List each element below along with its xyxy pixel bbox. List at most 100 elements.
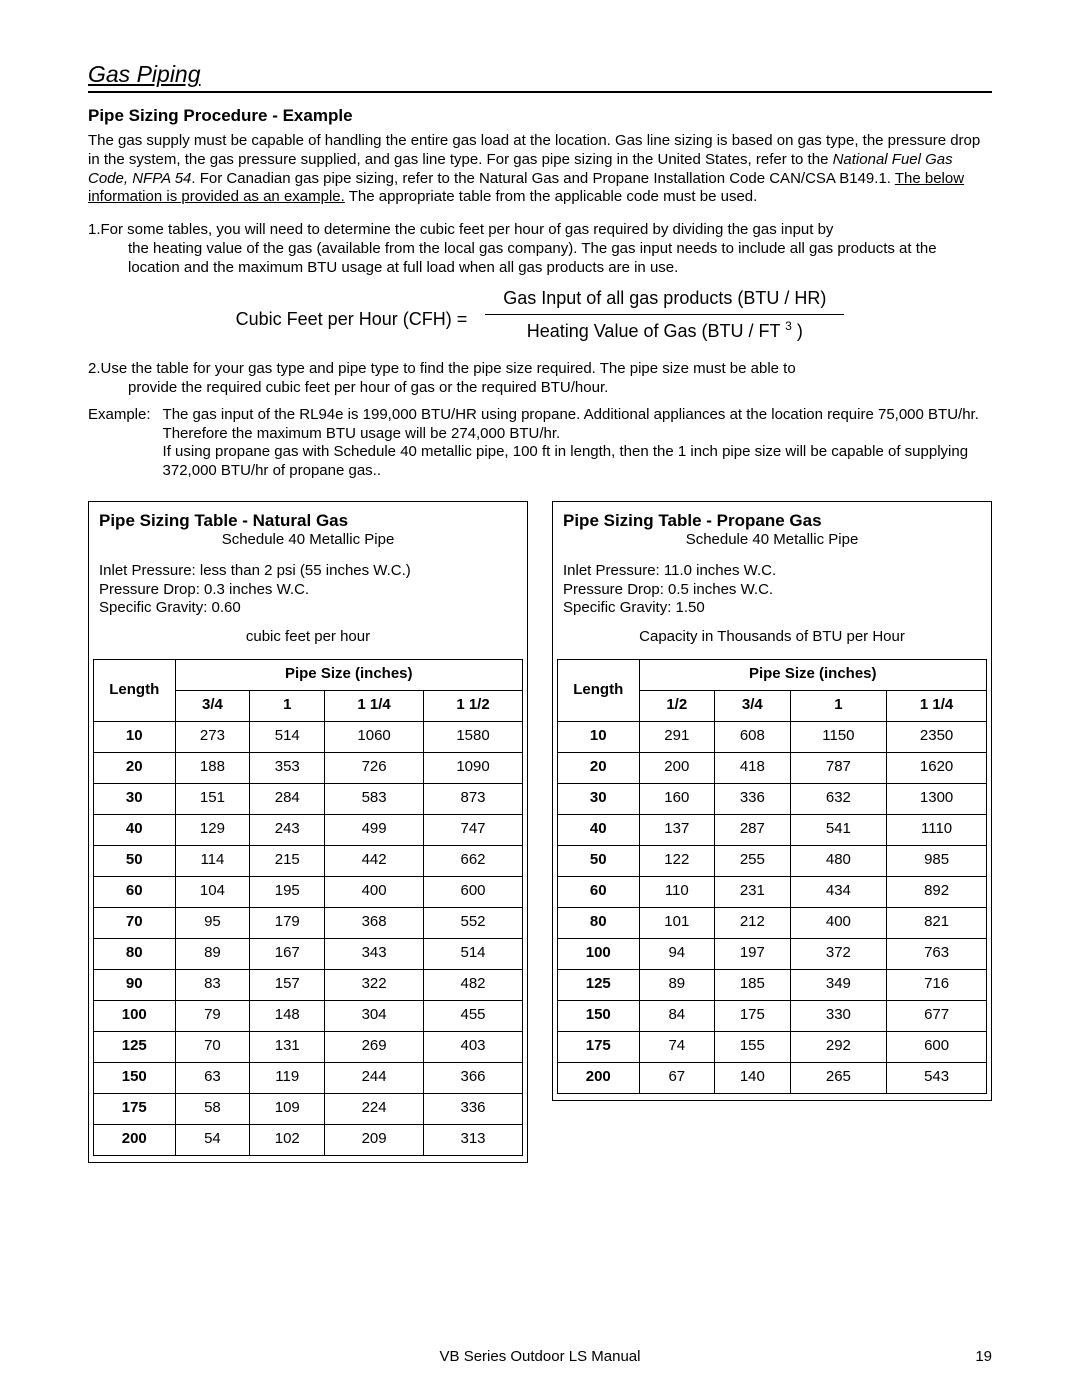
table-cell-length: 30 — [94, 783, 176, 814]
table-cell-length: 175 — [558, 1031, 640, 1062]
table-cell: 499 — [325, 814, 424, 845]
intro-paragraph: The gas supply must be capable of handli… — [88, 132, 992, 207]
table-cell: 514 — [424, 938, 523, 969]
table-header-pipesize: Pipe Size (inches) — [175, 659, 523, 690]
table-cell: 244 — [325, 1062, 424, 1093]
table-cell: 265 — [790, 1062, 887, 1093]
table-cell: 400 — [790, 907, 887, 938]
table-meta: Inlet Pressure: 11.0 inches W.C. Pressur… — [563, 562, 987, 618]
formula-denom-sup: 3 — [785, 319, 792, 333]
table-cell: 95 — [175, 907, 250, 938]
table-row: 9083157322482 — [94, 969, 523, 1000]
table-row: 1029160811502350 — [558, 721, 987, 752]
table-cell: 600 — [887, 1031, 987, 1062]
table-cell: 119 — [250, 1062, 325, 1093]
table-cell: 102 — [250, 1124, 325, 1155]
table-row: 12589185349716 — [558, 969, 987, 1000]
table-title: Pipe Sizing Table - Propane Gas — [563, 510, 987, 531]
table-cell: 209 — [325, 1124, 424, 1155]
example-text: The gas input of the RL94e is 199,000 BT… — [163, 406, 992, 481]
table-cell: 313 — [424, 1124, 523, 1155]
formula-numerator: Gas Input of all gas products (BTU / HR) — [485, 287, 844, 314]
table-cell: 179 — [250, 907, 325, 938]
table-cell: 157 — [250, 969, 325, 1000]
table-header-col: 1 1/4 — [325, 690, 424, 721]
table-cell: 985 — [887, 845, 987, 876]
example-line: The gas input of the RL94e is 199,000 BT… — [163, 406, 979, 442]
table-cell: 195 — [250, 876, 325, 907]
pipe-table-ng: LengthPipe Size (inches)3/411 1/41 1/210… — [93, 659, 523, 1156]
table-cell-length: 125 — [94, 1031, 176, 1062]
table-row: 201883537261090 — [94, 752, 523, 783]
table-cell-length: 100 — [94, 1000, 176, 1031]
table-cell: 343 — [325, 938, 424, 969]
table-cell: 224 — [325, 1093, 424, 1124]
table-cell: 1150 — [790, 721, 887, 752]
table-row: 8089167343514 — [94, 938, 523, 969]
table-cell: 291 — [639, 721, 715, 752]
table-cell: 188 — [175, 752, 250, 783]
table-cell-length: 150 — [94, 1062, 176, 1093]
table-row: 40129243499747 — [94, 814, 523, 845]
table-meta-line: Pressure Drop: 0.3 inches W.C. — [99, 581, 523, 600]
table-cell: 104 — [175, 876, 250, 907]
table-cell: 366 — [424, 1062, 523, 1093]
step-1: 1.For some tables, you will need to dete… — [88, 221, 992, 277]
formula-lhs: Cubic Feet per Hour (CFH) = — [236, 300, 468, 331]
table-row: 50122255480985 — [558, 845, 987, 876]
table-cell: 67 — [639, 1062, 715, 1093]
table-header-col: 1/2 — [639, 690, 715, 721]
table-cell: 89 — [639, 969, 715, 1000]
table-cell: 54 — [175, 1124, 250, 1155]
step-2: 2.Use the table for your gas type and pi… — [88, 360, 992, 398]
table-cell: 101 — [639, 907, 715, 938]
table-cell-length: 60 — [558, 876, 640, 907]
pipe-table-pg: LengthPipe Size (inches)1/23/411 1/41029… — [557, 659, 987, 1094]
formula: Cubic Feet per Hour (CFH) = Gas Input of… — [88, 287, 992, 342]
table-cell: 231 — [715, 876, 791, 907]
table-cell: 1300 — [887, 783, 987, 814]
table-row: 202004187871620 — [558, 752, 987, 783]
table-cell: 330 — [790, 1000, 887, 1031]
table-cell: 322 — [325, 969, 424, 1000]
table-cell-length: 125 — [558, 969, 640, 1000]
table-header-col: 1 — [790, 690, 887, 721]
table-cell: 185 — [715, 969, 791, 1000]
table-header-pipesize: Pipe Size (inches) — [639, 659, 987, 690]
table-cell-length: 50 — [94, 845, 176, 876]
table-meta-line: Specific Gravity: 0.60 — [99, 599, 523, 618]
table-cell: 131 — [250, 1031, 325, 1062]
table-cell-length: 10 — [94, 721, 176, 752]
table-header-col: 3/4 — [175, 690, 250, 721]
table-title: Pipe Sizing Table - Natural Gas — [99, 510, 523, 531]
table-row: 17558109224336 — [94, 1093, 523, 1124]
table-subtitle: Schedule 40 Metallic Pipe — [93, 531, 523, 550]
table-header-col: 1 1/2 — [424, 690, 523, 721]
table-cell-length: 60 — [94, 876, 176, 907]
table-cell: 109 — [250, 1093, 325, 1124]
table-cell-length: 50 — [558, 845, 640, 876]
table-cell-length: 10 — [558, 721, 640, 752]
table-row: 401372875411110 — [558, 814, 987, 845]
table-cell: 273 — [175, 721, 250, 752]
footer-center: VB Series Outdoor LS Manual — [128, 1348, 952, 1367]
table-cell: 155 — [715, 1031, 791, 1062]
table-cell: 368 — [325, 907, 424, 938]
table-row: 60104195400600 — [94, 876, 523, 907]
table-cell: 541 — [790, 814, 887, 845]
table-cell: 349 — [790, 969, 887, 1000]
table-cell: 482 — [424, 969, 523, 1000]
table-meta-line: Pressure Drop: 0.5 inches W.C. — [563, 581, 987, 600]
table-cell: 892 — [887, 876, 987, 907]
intro-text: . For Canadian gas pipe sizing, refer to… — [191, 170, 894, 187]
table-cell-length: 80 — [94, 938, 176, 969]
example-block: Example: The gas input of the RL94e is 1… — [88, 406, 992, 481]
table-cell-length: 20 — [94, 752, 176, 783]
table-cell: 1060 — [325, 721, 424, 752]
table-cell: 418 — [715, 752, 791, 783]
formula-denom-text: ) — [792, 321, 803, 341]
table-cell: 632 — [790, 783, 887, 814]
table-cell: 372 — [790, 938, 887, 969]
table-cell: 94 — [639, 938, 715, 969]
table-row: 20067140265543 — [558, 1062, 987, 1093]
